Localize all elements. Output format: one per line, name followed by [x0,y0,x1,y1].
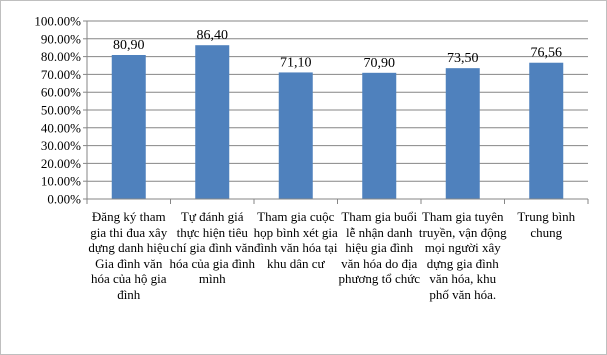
y-tick-label: 0.00% [47,192,81,207]
data-label: 76,56 [531,46,563,61]
y-tick-label: 80.00% [41,49,81,64]
y-tick-label: 90.00% [41,31,81,46]
y-tick-label: 10.00% [41,174,81,189]
data-labels: 80,90 86,40 71,10 70,90 73,50 76,56 [113,28,562,71]
y-tick-label: 30.00% [41,138,81,153]
bar [529,62,564,199]
bar [195,45,230,199]
y-axis-ticks: 0.00% 10.00% 20.00% 30.00% 40.00% 50.00% 60.00… [34,14,87,207]
y-tick-label: 40.00% [41,120,81,135]
y-tick-label: 60.00% [41,85,81,100]
gridlines [87,20,588,200]
bars [111,45,564,199]
x-category-label: Trung bình chung [517,209,576,240]
y-tick-label: 100.00% [34,14,81,29]
data-label: 71,10 [280,55,312,70]
bar [362,72,397,199]
y-tick-label: 20.00% [41,156,81,171]
data-label: 86,40 [197,28,229,43]
bar [445,68,480,199]
data-label: 80,90 [113,38,145,53]
bar [278,72,313,199]
axes [86,21,589,204]
x-category-label: Tham gia cuộc họp bình xét gia đình văn … [253,209,338,271]
y-tick-label: 50.00% [41,103,81,118]
y-tick-label: 70.00% [41,67,81,82]
x-category-label: Tự đánh giá thực hiện tiêu chí gia đình … [169,209,256,286]
data-label: 70,90 [364,56,396,71]
data-label: 73,50 [447,51,479,66]
x-category-label: Đăng ký tham gia thi đua xây dựng danh h… [88,209,170,302]
x-category-label: Tham gia tuyên truyền, vận động mọi ngườ… [418,209,507,302]
x-category-label: Tham gia buổi lễ nhận danh hiệu gia đình… [338,209,421,286]
bar [111,54,146,199]
